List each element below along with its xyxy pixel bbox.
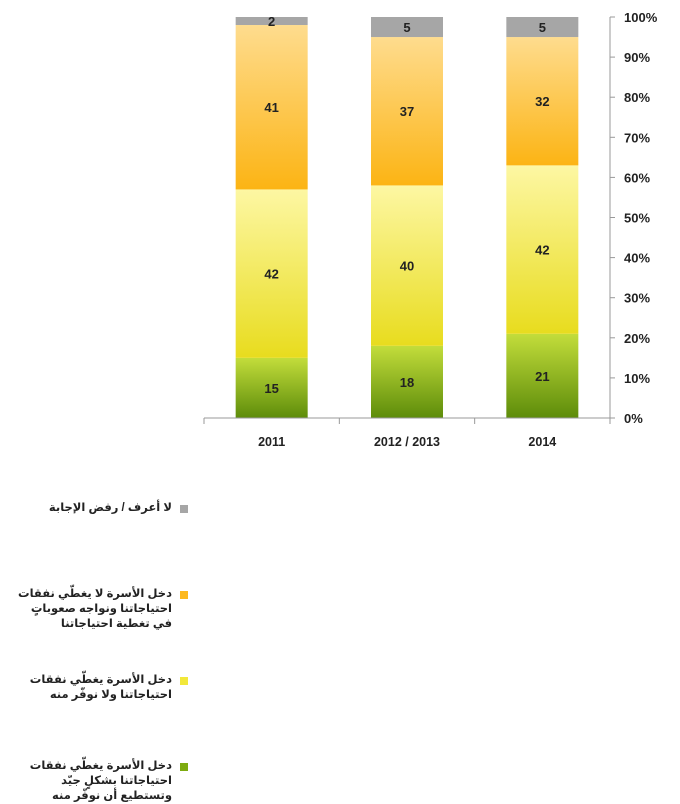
y-tick-label: 80% [624,90,650,105]
y-tick-label: 70% [624,130,650,145]
data-label: 5 [539,20,546,35]
bar-segment [506,165,579,334]
bar-segment [371,345,443,418]
legend-label: دخل الأسرة يغطّي نفقات احتياجاتنا بشكلٍ … [29,760,172,802]
data-label: 32 [535,94,549,109]
data-label: 42 [264,267,278,282]
y-tick-label: 10% [624,371,650,386]
data-label: 37 [400,104,414,119]
x-tick-label: 2011 [258,435,285,449]
legend-swatch-orange [180,591,188,599]
bar-segment [371,17,443,38]
y-tick-label: 30% [624,291,650,306]
data-label: 5 [403,20,410,35]
y-tick-label: 50% [624,211,650,226]
bar-segment [506,37,579,166]
legend-label: دخل الأسرة لا يغطّي نفقات احتياجاتنا ونو… [18,588,172,630]
stacked-bar-chart: 15 42 41 2 18 40 37 5 21 42 32 5 2011 2012 / 2013 201… [18,10,658,802]
data-label: 41 [264,100,278,115]
y-tick-label: 60% [624,170,650,185]
y-tick-label: 20% [624,331,650,346]
data-label: 42 [535,243,549,258]
x-tick-label: 2014 [528,435,556,449]
bar-segment [371,37,443,186]
legend-label: دخل الأسرة يغطّي نفقات احتياجاتنا ولا نو… [29,674,172,701]
y-tick-label: 40% [624,251,650,266]
data-label: 18 [400,375,414,390]
bar-segment [506,17,579,38]
y-tick-label: 90% [624,50,650,65]
data-label: 2 [268,14,275,29]
bar-segment [506,333,579,418]
bar-segment [235,25,308,190]
x-tick-label: 2012 / 2013 [374,435,440,449]
data-label: 40 [400,259,414,274]
bar-segment [371,185,443,346]
legend-swatch-yellow [180,677,188,685]
legend-swatch-green [180,763,188,771]
chart-plot: 15 42 41 2 18 40 37 5 21 42 32 5 2011 2012 / 2013 201… [203,10,658,449]
bar-segment [235,17,308,26]
data-label: 21 [535,369,549,384]
data-label: 15 [264,381,278,396]
legend-swatch-grey [180,505,188,513]
bar-segment [235,189,308,358]
y-tick-label: 0% [624,411,643,426]
bar-segment [235,357,308,418]
legend-label: لا أعرف / رفض الإجابة [48,502,172,514]
y-tick-label: 100% [624,10,658,25]
